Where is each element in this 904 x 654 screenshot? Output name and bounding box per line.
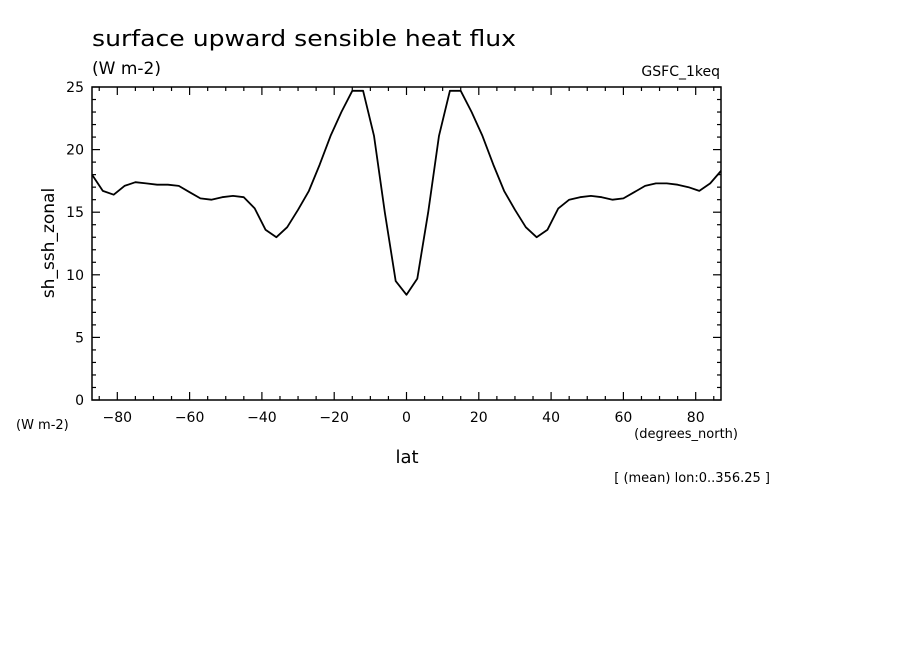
x-tick-label: 40 <box>542 410 560 426</box>
dataset-name: GSFC_1keq <box>641 64 720 80</box>
plot-axes: −80 −60 −40 −20 0 20 40 60 80 0 5 10 15 20 25 <box>66 80 722 426</box>
chart-title: surface upward sensible heat flux <box>92 27 516 52</box>
x-tick-label: 60 <box>614 410 632 426</box>
x-tick-label: 0 <box>402 410 411 426</box>
chart-units: (W m-2) <box>92 59 161 79</box>
x-tick-label: −40 <box>247 410 277 426</box>
x-axis-label: lat <box>395 447 418 468</box>
y-axis-units: (W m-2) <box>16 418 69 433</box>
y-tick-label: 25 <box>66 80 84 96</box>
y-tick-label: 10 <box>66 268 84 284</box>
y-tick-label: 15 <box>66 205 84 221</box>
y-tick-label: 5 <box>75 330 84 346</box>
plot-frame <box>91 86 722 401</box>
x-tick-label: −80 <box>103 410 133 426</box>
x-tick-label: 80 <box>687 410 705 426</box>
x-tick-label: 20 <box>470 410 488 426</box>
x-tick-label: −60 <box>175 410 205 426</box>
x-axis-units: (degrees_north) <box>634 427 738 442</box>
y-tick-label: 20 <box>66 143 84 159</box>
y-axis-label: sh_ssh_zonal <box>39 188 59 298</box>
series-line <box>91 89 722 296</box>
x-tick-label: −20 <box>319 410 349 426</box>
footnote: [ (mean) lon:0..356.25 ] <box>614 471 770 486</box>
y-tick-label: 0 <box>75 393 84 409</box>
